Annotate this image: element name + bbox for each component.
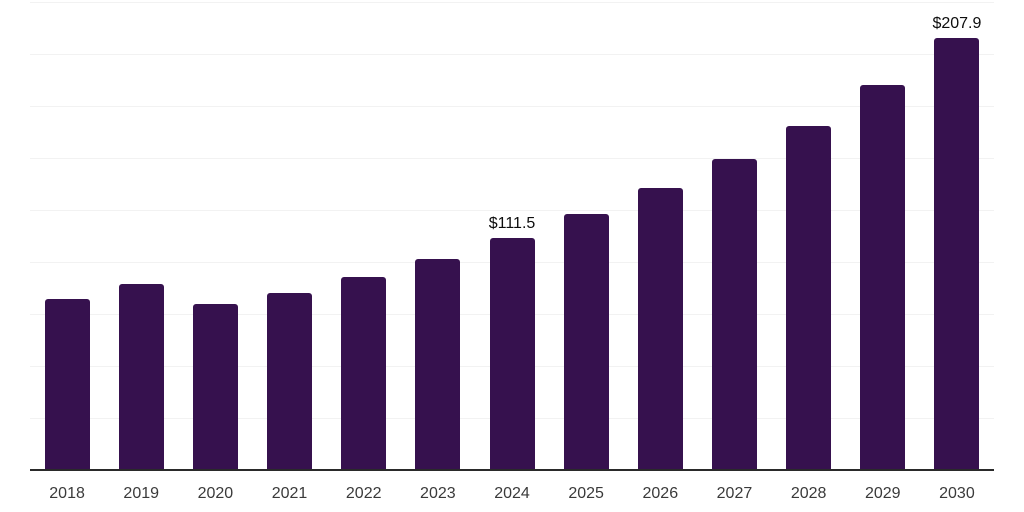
bar-2024 [489, 238, 535, 470]
x-tick-2026: 2026 [642, 485, 679, 502]
x-tick-2022: 2022 [345, 485, 382, 502]
gridline [30, 158, 994, 159]
bar-2029 [860, 84, 906, 470]
x-tick-2018: 2018 [49, 485, 85, 502]
bar-2026 [637, 188, 683, 470]
x-tick-2019: 2019 [123, 485, 160, 502]
x-axis-line [30, 469, 994, 471]
bar-value-label-2024: $111.5 [488, 215, 536, 233]
x-tick-2023: 2023 [420, 485, 456, 502]
bar-2019 [118, 284, 164, 470]
bar-2028 [786, 126, 832, 470]
x-tick-2030: 2030 [939, 485, 975, 502]
bar-2025 [563, 213, 609, 470]
bar-2018 [44, 299, 90, 470]
bar-2021 [267, 293, 313, 470]
x-tick-2027: 2027 [716, 485, 753, 502]
bar-value-label-2030: $207.9 [932, 14, 982, 32]
x-tick-2029: 2029 [864, 485, 901, 502]
x-tick-2020: 2020 [197, 485, 234, 502]
x-axis-labels: 2018 2019 2020 2021 2022 2023 2024 2025 2026 2027… [30, 484, 994, 504]
gridline [30, 106, 994, 107]
bar-2020 [192, 303, 238, 470]
x-tick-2028: 2028 [790, 485, 827, 502]
gridline [30, 54, 994, 55]
bar-2030 [934, 37, 980, 470]
bar-2023 [415, 259, 461, 470]
x-tick-2024: 2024 [494, 485, 530, 502]
bar-2027 [711, 159, 757, 470]
x-tick-2025: 2025 [568, 485, 604, 502]
plot-area: $111.5 $207.9 [30, 2, 994, 470]
bar-2022 [341, 277, 387, 470]
x-tick-2021: 2021 [271, 485, 308, 502]
gridline [30, 2, 994, 3]
gridline [30, 210, 994, 211]
